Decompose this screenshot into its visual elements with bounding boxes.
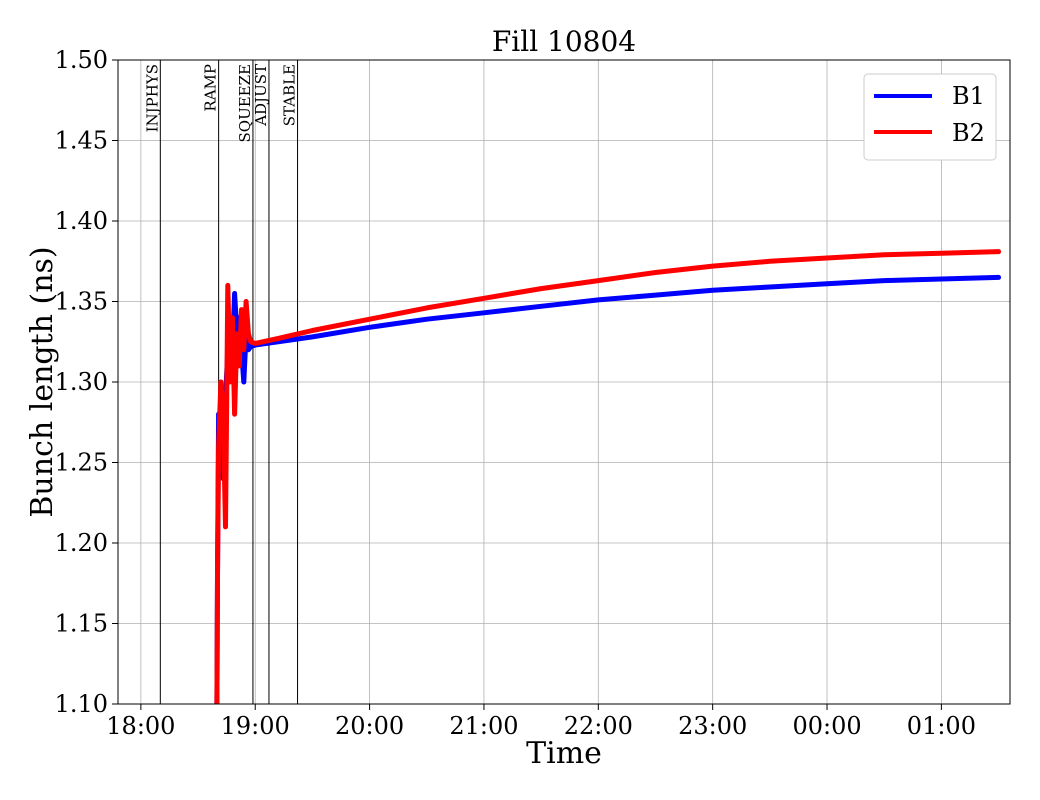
x-tick-label: 19:00 [221, 712, 290, 740]
x-tick-label: 18:00 [106, 712, 175, 740]
chart-title: Fill 10804 [492, 25, 636, 58]
x-tick-label: 23:00 [678, 712, 747, 740]
x-tick-label: 21:00 [449, 712, 518, 740]
phase-label-stable: STABLE [281, 64, 299, 126]
legend-b1-label: B1 [952, 82, 985, 110]
legend: B1 B2 [863, 73, 997, 161]
phase-label-squeeze: SQUEEZE [236, 64, 254, 143]
y-tick-label: 1.20 [55, 529, 108, 557]
y-tick-label: 1.15 [55, 610, 108, 638]
x-axis-ticks: 18:00 19:00 20:00 21:00 22:00 23:00 00:00 01:00 [106, 704, 976, 740]
y-tick-label: 1.10 [55, 690, 108, 718]
x-tick-label: 20:00 [335, 712, 404, 740]
y-tick-label: 1.50 [55, 46, 108, 74]
phase-label-ramp: RAMP [202, 64, 220, 112]
x-tick-label: 00:00 [792, 712, 861, 740]
y-axis-label: Bunch length (ns) [25, 246, 60, 517]
series-line-b1 [214, 274, 1002, 704]
y-tick-label: 1.30 [55, 368, 108, 396]
series-line-b2 [214, 249, 1002, 704]
y-tick-label: 1.45 [55, 127, 108, 155]
x-tick-label: 01:00 [907, 712, 976, 740]
y-tick-label: 1.35 [55, 288, 108, 316]
x-tick-label: 22:00 [564, 712, 633, 740]
phase-label-injphys: INJPHYS [143, 64, 161, 132]
x-axis-label: Time [526, 736, 602, 771]
y-tick-label: 1.40 [55, 207, 108, 235]
y-axis-ticks: 1.10 1.15 1.20 1.25 1.30 1.35 1.40 1.45 1.50 [55, 46, 118, 718]
legend-b2-label: B2 [952, 119, 985, 147]
series-lines [214, 249, 1002, 704]
phase-label-adjust: ADJUST [252, 64, 270, 127]
y-tick-label: 1.25 [55, 449, 108, 477]
